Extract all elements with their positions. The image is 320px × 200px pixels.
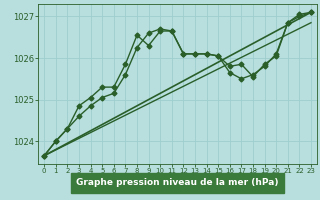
X-axis label: Graphe pression niveau de la mer (hPa): Graphe pression niveau de la mer (hPa) [76, 178, 279, 187]
